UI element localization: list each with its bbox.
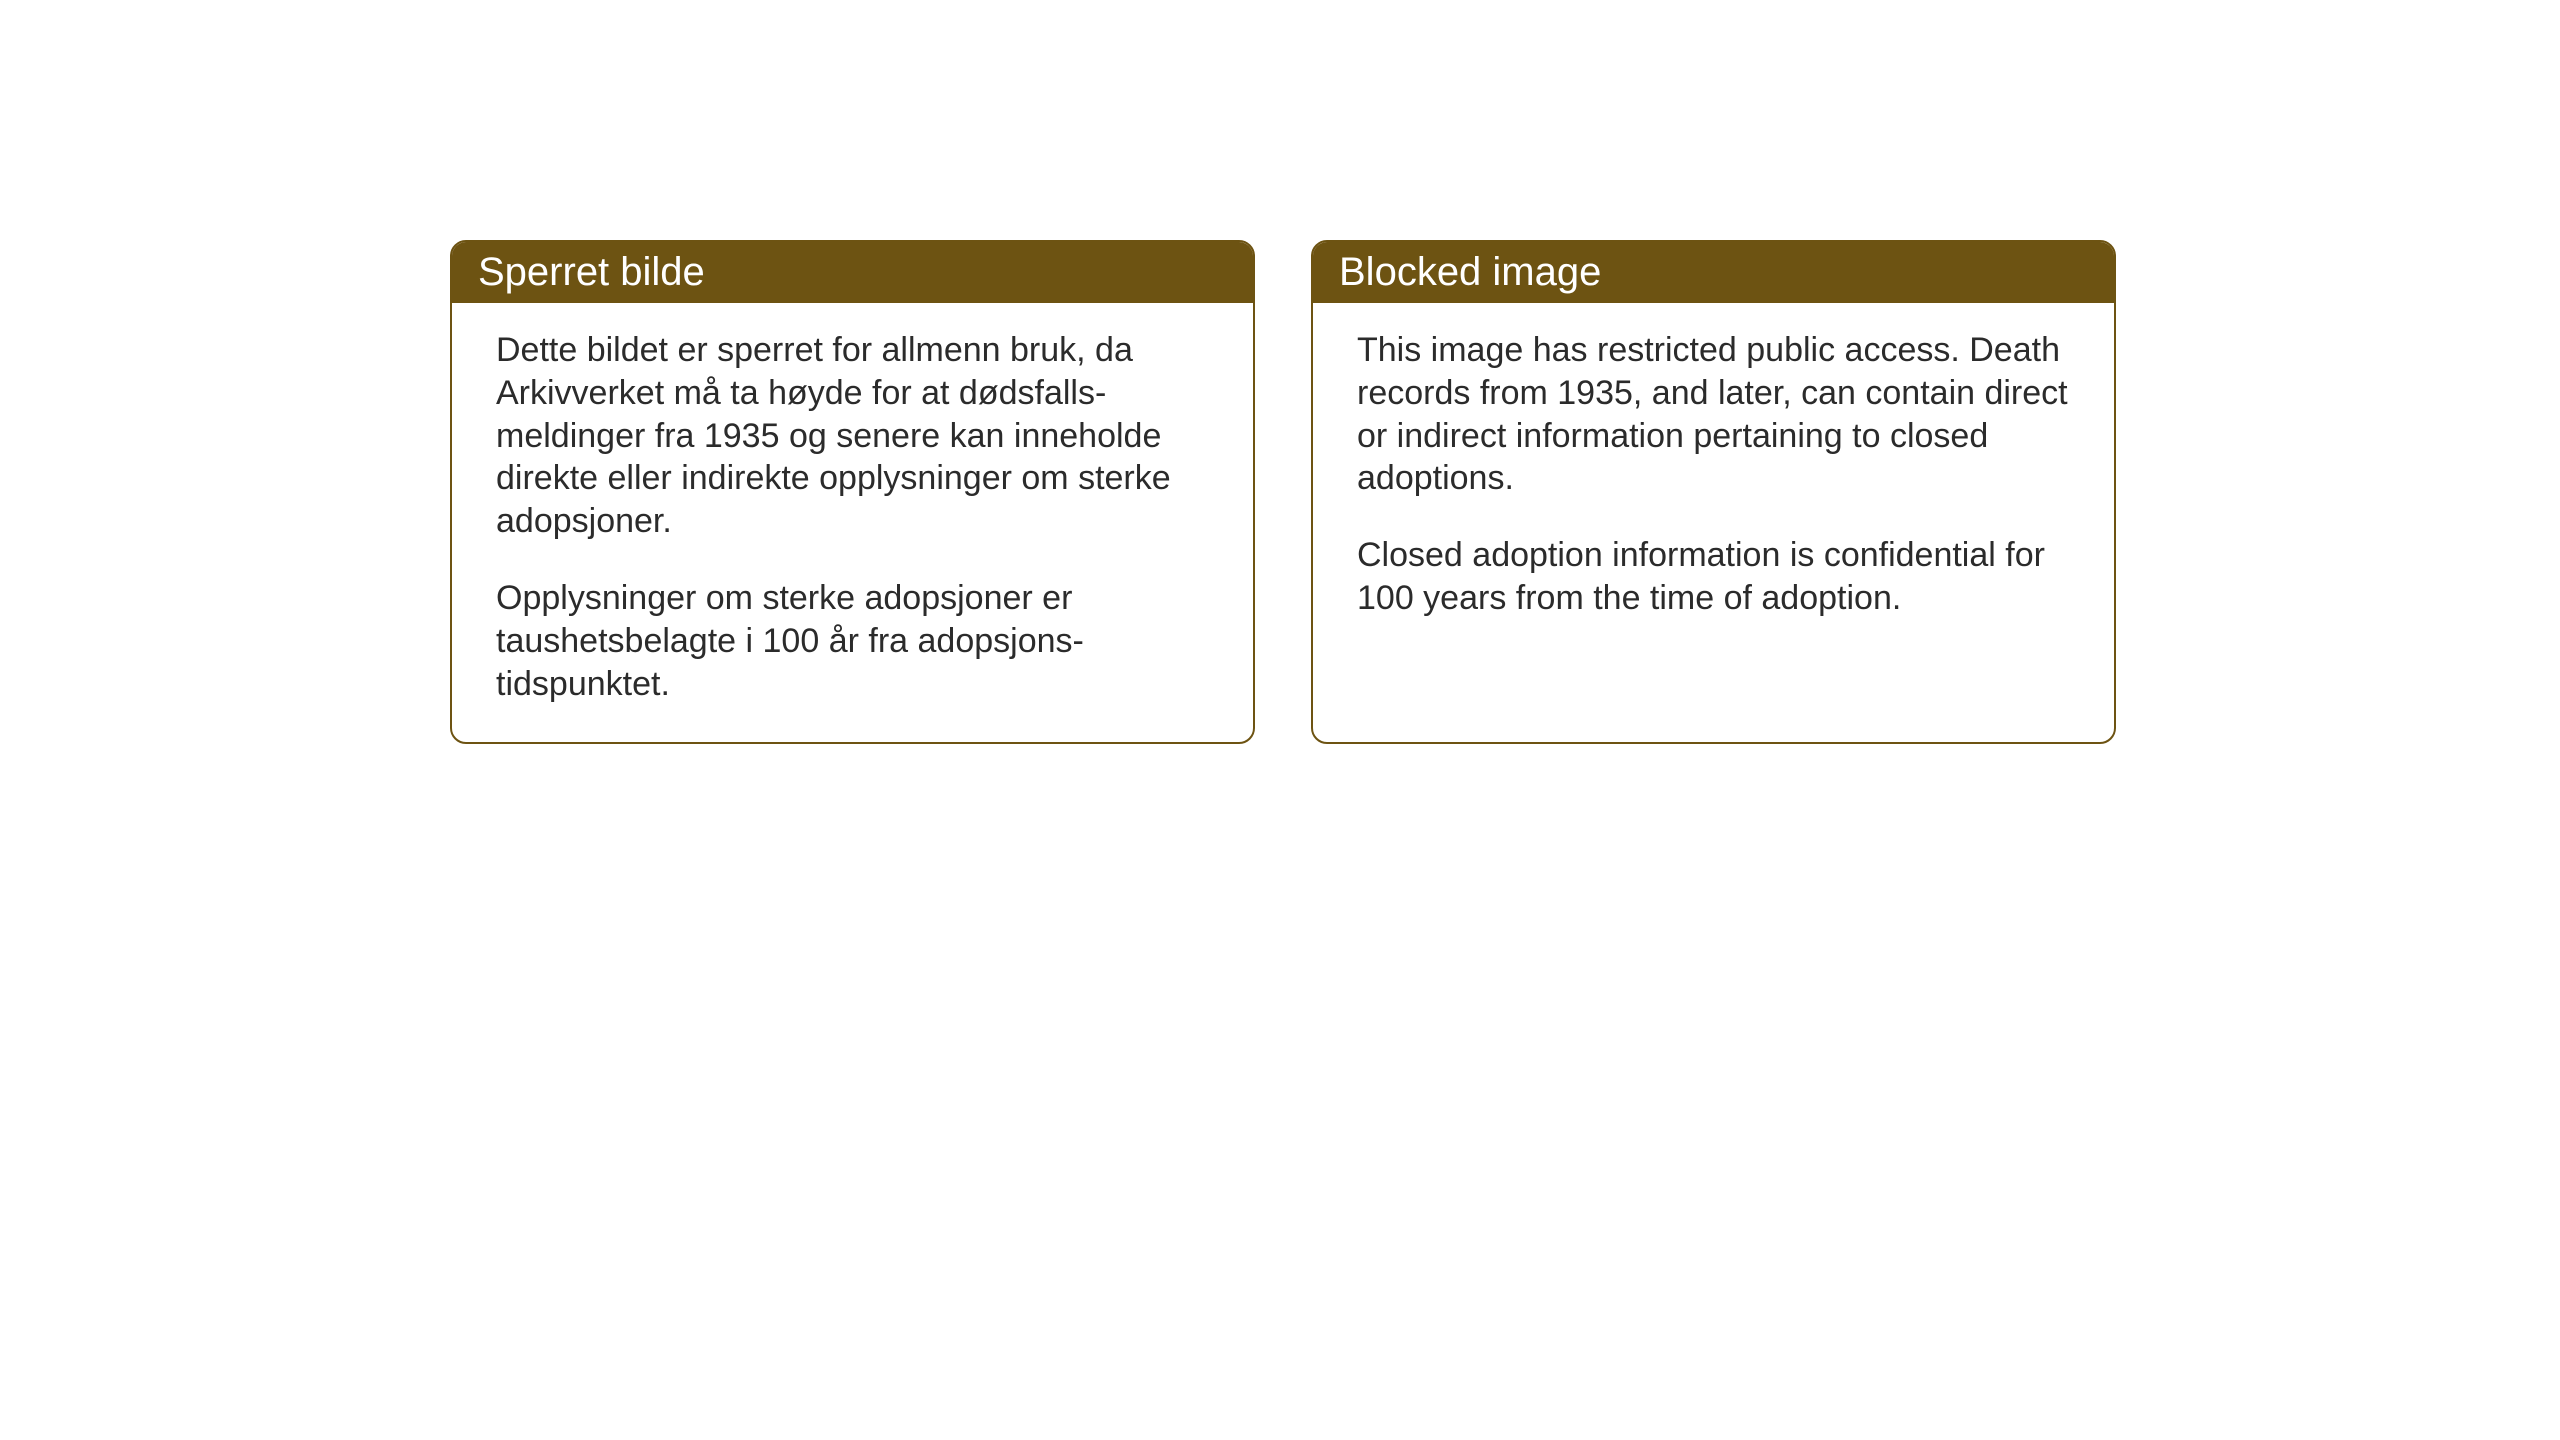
card-norwegian: Sperret bilde Dette bildet er sperret fo… <box>450 240 1255 744</box>
card-norwegian-paragraph-1: Dette bildet er sperret for allmenn bruk… <box>496 329 1209 543</box>
cards-container: Sperret bilde Dette bildet er sperret fo… <box>450 240 2116 744</box>
card-english-paragraph-1: This image has restricted public access.… <box>1357 329 2070 500</box>
card-english-body: This image has restricted public access.… <box>1313 303 2114 656</box>
card-english-header: Blocked image <box>1313 242 2114 303</box>
card-norwegian-title: Sperret bilde <box>478 250 705 294</box>
card-english: Blocked image This image has restricted … <box>1311 240 2116 744</box>
card-norwegian-paragraph-2: Opplysninger om sterke adopsjoner er tau… <box>496 577 1209 705</box>
card-norwegian-body: Dette bildet er sperret for allmenn bruk… <box>452 303 1253 742</box>
card-english-title: Blocked image <box>1339 250 1601 294</box>
card-english-paragraph-2: Closed adoption information is confident… <box>1357 534 2070 620</box>
card-norwegian-header: Sperret bilde <box>452 242 1253 303</box>
